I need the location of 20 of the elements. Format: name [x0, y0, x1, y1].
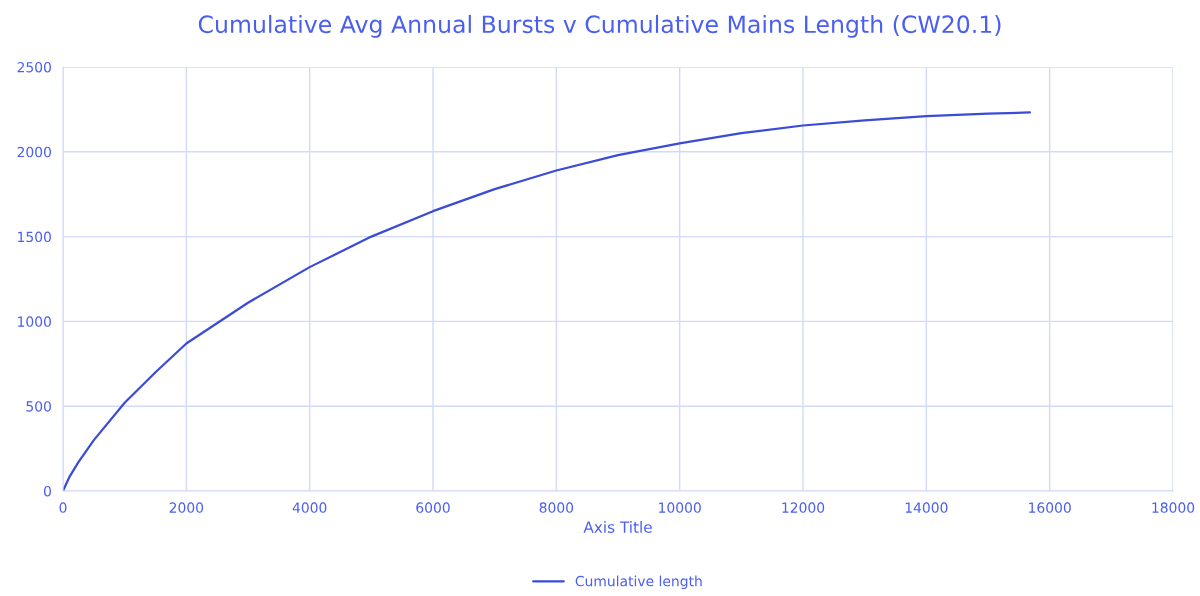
x-tick-label: 10000 — [659, 502, 701, 513]
x-tick-label: 12000 — [782, 502, 825, 513]
y-tick-label: 0 — [43, 485, 51, 497]
x-tick-label: 2000 — [169, 502, 204, 513]
x-tick-label: 14000 — [905, 502, 948, 513]
line-series — [63, 111, 1032, 491]
x-tick-label: 4000 — [292, 502, 327, 513]
y-tick-label: 1000 — [18, 316, 51, 327]
chart-title: Cumulative Avg Annual Bursts v Cumulative Mains Length (CW20.1) — [198, 14, 1001, 38]
x-tick-label: 16000 — [1029, 502, 1071, 513]
x-tick-label: 0 — [59, 502, 67, 513]
y-tick-label: 2500 — [17, 61, 51, 73]
x-tick-label: 18000 — [1152, 502, 1195, 513]
y-tick-label: 500 — [26, 401, 51, 412]
x-tick-label: 8000 — [539, 502, 574, 513]
x-tick-label: 6000 — [416, 502, 450, 513]
y-tick-label: 1500 — [18, 231, 51, 243]
y-tick-label: 2000 — [17, 146, 51, 158]
legend-label: Cumulative length — [575, 575, 702, 590]
x-axis-title: Axis Title — [583, 521, 652, 533]
